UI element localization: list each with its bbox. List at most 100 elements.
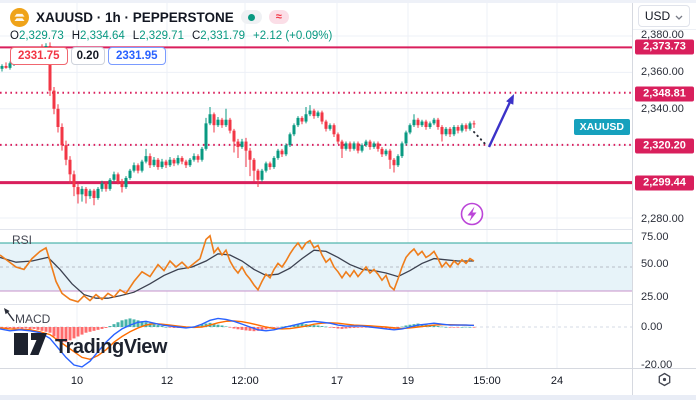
candle-body [92,190,96,198]
candle-body [468,123,472,129]
time-tick: 24 [550,375,564,387]
macd-hist-bar [448,327,452,328]
macd-hist-bar [316,325,320,327]
candle-body [168,159,172,166]
macd-hist-bar [468,327,472,328]
price-tick: -20.00 [641,359,673,371]
macd-hist-bar [76,327,80,337]
macd-hist-bar [308,324,312,327]
candle-body [276,150,280,158]
candle-body [420,121,424,126]
candle-body [56,108,60,127]
price-change: +2.12 (+0.09%) [253,30,333,42]
macd-hist-bar [328,327,332,328]
time-axis[interactable]: 10 12 12:00 17 19 15:00 24 [0,368,696,396]
macd-hist-bar [120,320,124,327]
rsi-indicator-label[interactable]: RSI [12,233,33,247]
candle-body [416,119,420,126]
candle-body [388,150,392,160]
macd-hist-bar [348,327,352,329]
candle-body [300,117,304,122]
tradingview-watermark[interactable]: TradingView [14,331,167,363]
candle-body [428,123,432,127]
candle-body [104,183,108,189]
macd-hist-bar [16,327,20,329]
candle-body [148,156,152,166]
macd-hist-bar [248,327,252,331]
candle-body [376,143,380,149]
time-tick: 12 [160,375,174,387]
macd-hist-bar [212,323,216,327]
macd-hist-bar [356,327,360,328]
macd-hist-bar [136,320,140,327]
candle-body [232,130,236,142]
sell-bid-button[interactable]: 2331.75 [10,47,68,65]
macd-hist-bar [100,327,104,329]
time-tick: 10 [70,375,84,387]
macd-hist-bar [112,324,116,327]
macd-hist-bar [296,324,300,327]
candle-body [248,150,252,160]
spread-value: 0.20 [70,47,105,65]
candle-body [156,159,160,168]
data-mode-pill[interactable]: ≈ [268,10,289,24]
currency-label: USD [644,9,671,23]
macd-hist-bar [40,327,44,331]
candle-body [64,145,68,160]
macd-hist-bar [400,326,404,328]
time-tick: 15:00 [473,375,501,387]
macd-hist-bar [396,327,400,328]
macd-hist-bar [168,327,172,328]
tradingview-logo-text: TradingView [55,335,167,358]
market-status-pill[interactable] [240,10,262,24]
candle-body [0,66,4,69]
candle-body [216,119,220,126]
symbol-row: XAUUSD · 1h · PEPPERSTONE ≈ [10,7,332,27]
macd-indicator-label[interactable]: MACD [15,312,51,326]
candle-body [252,159,256,171]
axis-settings-corner[interactable] [632,369,696,395]
candle-body [336,134,340,142]
candle-body [316,112,320,117]
macd-hist-bar [96,327,100,330]
macd-hist-bar [320,326,324,327]
price-tick: 25.00 [641,291,669,303]
projection-dotted-path [473,131,488,147]
macd-hist-bar [472,327,476,328]
macd-hist-bar [260,327,264,331]
macd-hist-bar [224,326,228,328]
macd-hist-bar [364,327,368,328]
macd-hist-bar [456,327,460,328]
macd-hist-bar [116,322,120,327]
macd-hist-bar [240,327,244,330]
window-top-edge [0,0,696,3]
macd-hist-bar [32,327,36,329]
macd-hist-bar [432,325,436,327]
candle-body [392,159,396,166]
macd-hist-bar [460,327,464,328]
candle-body [100,183,104,189]
macd-hist-bar [324,326,328,328]
price-axis[interactable]: USD 2,380.00 2,360.00 2,340.00 2,280.00 75.0… [632,0,696,371]
candle-body [360,145,364,151]
candle-body [264,163,268,171]
candle-body [164,161,168,166]
candle-body [112,174,116,180]
candle-body [348,143,352,149]
macd-hist-bar [340,327,344,329]
candle-body [284,145,288,155]
macd-hist-bar [300,323,304,327]
candle-body [256,170,260,180]
axis-separator [633,29,696,30]
candle-body [152,159,156,166]
chart-canvas[interactable] [0,0,632,368]
buy-ask-button[interactable]: 2331.95 [107,47,166,65]
macd-hist-bar [20,327,24,329]
projection-arrow-head [506,94,514,105]
projection-arrow-line [487,101,512,148]
gear-icon[interactable] [657,372,672,392]
price-tick: 50.00 [641,258,669,270]
candle-body [208,114,212,124]
price-tick: 0.00 [641,321,663,333]
currency-dropdown[interactable]: USD [638,5,690,27]
